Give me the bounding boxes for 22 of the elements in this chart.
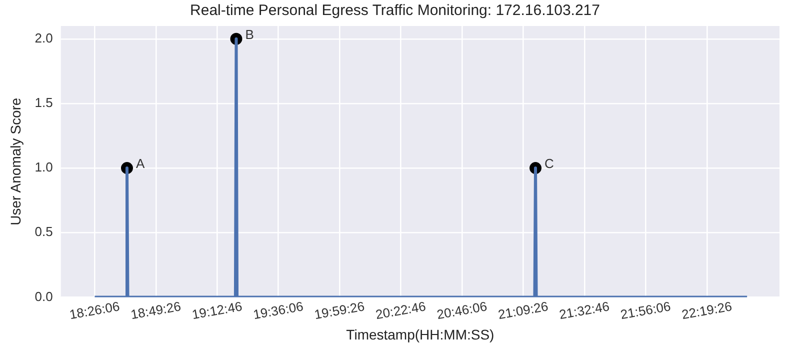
x-tick-label: 18:26:06 xyxy=(68,298,121,322)
x-tick-label: 20:22:46 xyxy=(374,298,427,322)
x-tick-label: 21:09:26 xyxy=(496,298,550,322)
x-tick-label: 18:49:26 xyxy=(130,298,182,322)
x-tick-label: 19:59:26 xyxy=(313,298,366,322)
x-tick-label: 21:56:06 xyxy=(619,298,672,322)
annotation: B xyxy=(245,26,254,42)
x-tick-label: 19:12:46 xyxy=(190,298,244,322)
y-tick-label: 0.5 xyxy=(34,224,53,240)
annotation: A xyxy=(136,156,145,172)
y-tick-label: 1.5 xyxy=(34,95,53,110)
x-tick-label: 20:46:06 xyxy=(436,298,488,322)
x-axis-title: Timestamp(HH:MM:SS) xyxy=(346,326,494,342)
chart-title: Real-time Personal Egress Traffic Monitoring: 172.16.103.217 xyxy=(190,2,600,20)
x-tick-label: 22:19:26 xyxy=(680,298,733,322)
y-axis-title: User Anomaly Score xyxy=(7,98,24,226)
y-tick-label: 0.0 xyxy=(34,288,53,304)
annotation: C xyxy=(544,156,554,172)
x-tick-label: 21:32:46 xyxy=(558,298,611,322)
y-tick-label: 1.0 xyxy=(34,160,53,175)
y-tick-label: 2.0 xyxy=(34,30,53,46)
x-tick-label: 19:36:06 xyxy=(252,298,304,322)
